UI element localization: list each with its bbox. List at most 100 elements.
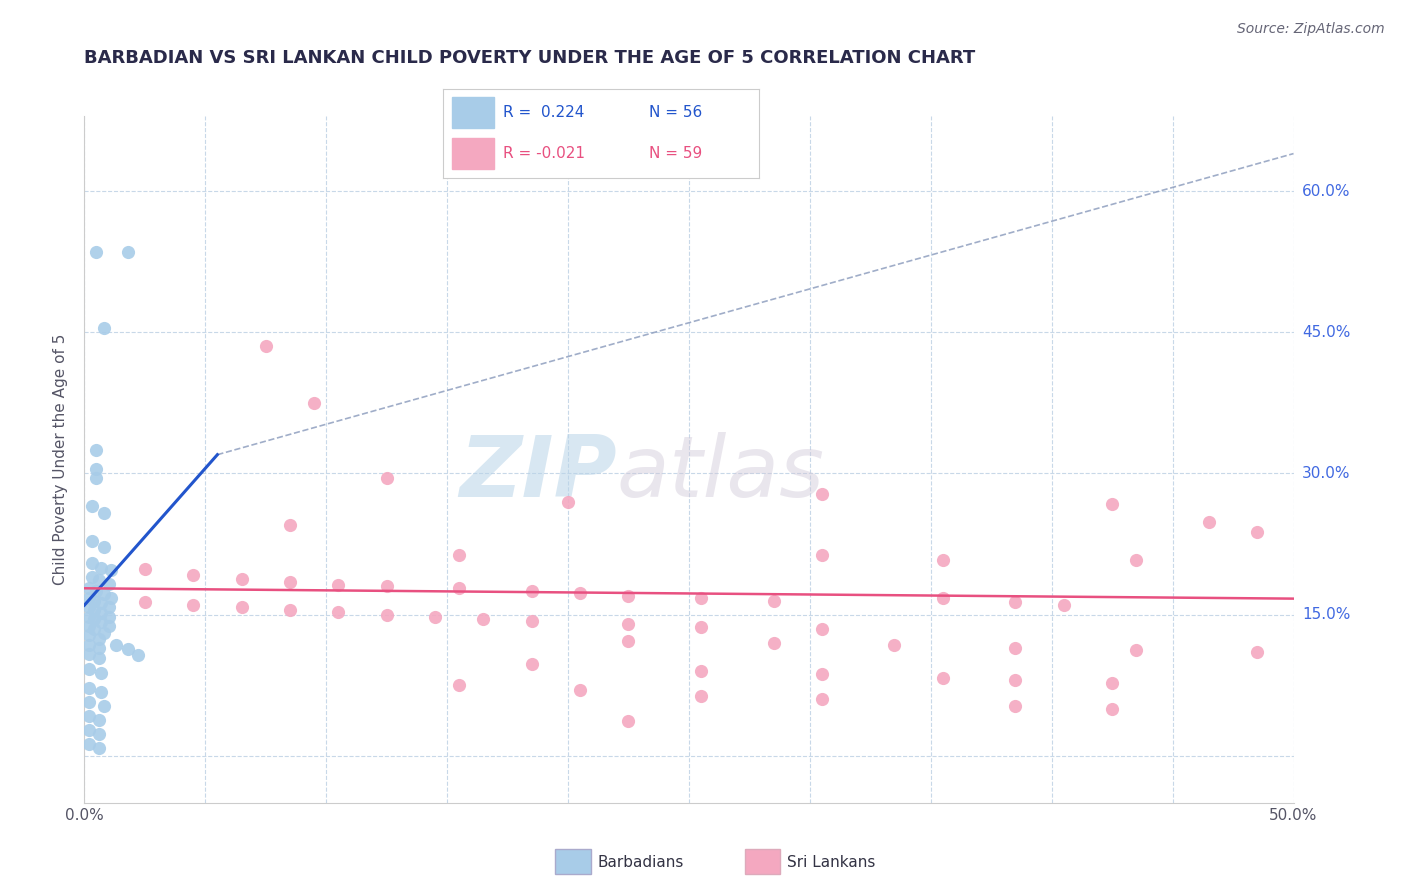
Point [690, 620, 713, 634]
Point [569, 586, 592, 600]
Point [100, 591, 122, 605]
Point [117, 642, 139, 657]
Point [93, 698, 115, 713]
Text: 30.0%: 30.0% [1302, 466, 1350, 481]
Point [127, 648, 149, 662]
Point [1246, 645, 1268, 659]
Point [77, 600, 100, 615]
Text: atlas: atlas [616, 432, 824, 515]
Point [520, 614, 543, 628]
Point [557, 494, 579, 508]
Point [254, 339, 277, 353]
Point [181, 598, 204, 612]
Point [811, 666, 834, 681]
Point [690, 591, 713, 605]
Point [86, 442, 108, 457]
Text: R =  0.224: R = 0.224 [503, 105, 585, 120]
Text: Sri Lankans: Sri Lankans [787, 855, 876, 870]
Point [520, 657, 543, 672]
Point [77, 709, 100, 723]
Point [449, 549, 471, 563]
Text: 15.0%: 15.0% [1302, 607, 1350, 622]
Point [134, 595, 156, 609]
Point [90, 596, 112, 610]
Text: 45.0%: 45.0% [1302, 325, 1350, 340]
Point [932, 553, 955, 567]
Point [97, 576, 120, 591]
Point [302, 396, 325, 410]
Text: Source: ZipAtlas.com: Source: ZipAtlas.com [1237, 22, 1385, 37]
Point [811, 549, 834, 563]
Point [83, 622, 105, 636]
Point [90, 615, 112, 629]
Point [87, 573, 110, 587]
Point [1004, 673, 1026, 688]
Text: 60.0%: 60.0% [1302, 184, 1350, 199]
Point [77, 582, 100, 596]
Point [617, 589, 640, 603]
Point [375, 471, 398, 485]
Point [93, 587, 115, 601]
Point [83, 603, 105, 617]
Point [90, 665, 112, 680]
Point [77, 681, 100, 695]
Point [77, 662, 100, 676]
Point [86, 471, 108, 485]
Point [1101, 676, 1123, 690]
FancyBboxPatch shape [453, 138, 494, 169]
Point [690, 664, 713, 678]
Point [80, 500, 103, 514]
Point [932, 591, 955, 605]
Text: N = 56: N = 56 [648, 105, 702, 120]
Point [932, 671, 955, 685]
Point [375, 607, 398, 622]
Point [87, 713, 110, 727]
Point [93, 506, 115, 520]
Point [472, 612, 495, 626]
Point [80, 534, 103, 549]
Point [77, 619, 100, 633]
FancyBboxPatch shape [453, 97, 494, 128]
Point [77, 591, 100, 605]
Point [87, 632, 110, 646]
Point [80, 556, 103, 570]
Point [231, 600, 253, 615]
Point [1053, 598, 1076, 612]
Point [93, 625, 115, 640]
Point [181, 568, 204, 582]
Point [87, 741, 110, 756]
Point [1125, 643, 1147, 657]
Point [449, 582, 471, 596]
Point [1004, 595, 1026, 609]
Point [87, 727, 110, 741]
Point [423, 609, 446, 624]
Point [449, 678, 471, 692]
Point [87, 651, 110, 665]
Point [1004, 698, 1026, 713]
Point [1004, 640, 1026, 655]
Point [86, 245, 108, 260]
Point [690, 690, 713, 704]
Point [77, 738, 100, 752]
Point [86, 584, 108, 599]
Point [617, 714, 640, 728]
Point [83, 593, 105, 607]
Point [762, 593, 785, 607]
Point [328, 605, 350, 619]
Point [97, 619, 120, 633]
Point [278, 603, 301, 617]
Text: Barbadians: Barbadians [598, 855, 683, 870]
Point [1101, 497, 1123, 511]
Point [617, 634, 640, 648]
Point [811, 487, 834, 501]
Text: R = -0.021: R = -0.021 [503, 146, 585, 161]
Y-axis label: Child Poverty Under the Age of 5: Child Poverty Under the Age of 5 [53, 334, 69, 585]
Point [104, 638, 127, 652]
Point [762, 636, 785, 650]
Point [86, 462, 108, 476]
Point [77, 647, 100, 661]
Point [77, 638, 100, 652]
Point [90, 606, 112, 620]
Point [93, 320, 115, 334]
Point [278, 574, 301, 589]
